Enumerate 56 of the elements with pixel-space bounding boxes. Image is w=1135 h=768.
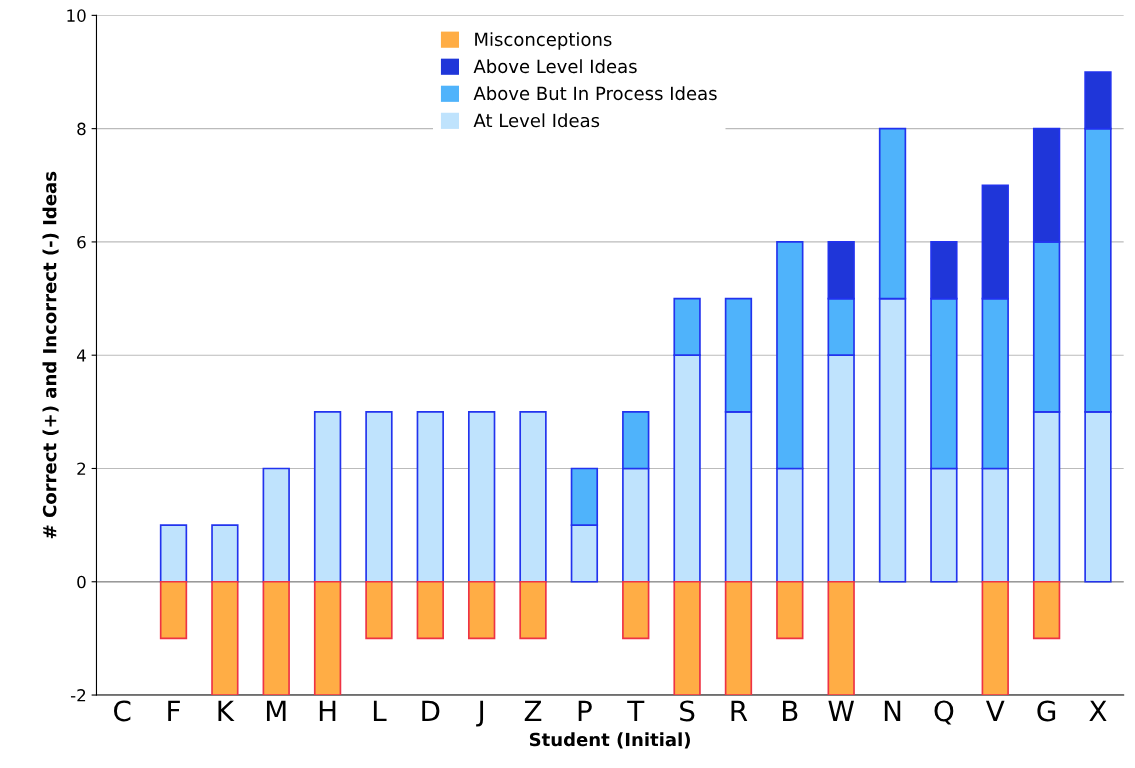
x-axis-title: Student (Initial)	[529, 732, 690, 749]
x-tick-label: Q	[934, 700, 954, 725]
bar	[365, 580, 393, 640]
y-tick-label: -2	[70, 689, 86, 702]
bar	[313, 580, 342, 696]
x-tick-label: H	[319, 700, 336, 722]
x-tick-label: K	[218, 700, 235, 722]
x-tick-label: J	[476, 700, 484, 727]
bar	[416, 411, 444, 583]
bar	[211, 580, 239, 696]
x-tick-label: R	[731, 700, 748, 722]
x-tick-label: D	[422, 700, 440, 722]
bar	[159, 580, 188, 640]
bar	[365, 411, 393, 583]
x-tick-label: B	[783, 700, 798, 722]
bar	[262, 467, 290, 583]
x-tick-label: Z	[524, 700, 542, 722]
x-tick-label: N	[884, 700, 901, 722]
bar	[313, 411, 342, 583]
x-tick-label: V	[985, 700, 1005, 722]
y-tick-label: 8	[77, 122, 86, 136]
y-tick-label: 10	[67, 9, 86, 22]
bar	[416, 580, 444, 640]
bar	[724, 580, 753, 696]
bar	[673, 580, 701, 696]
y-tick-label: 4	[76, 349, 86, 362]
bar	[622, 580, 650, 640]
y-axis-title: # Correct (+) and Incorrect (-) Ideas	[42, 171, 59, 539]
bar	[159, 524, 188, 583]
bar	[211, 524, 239, 583]
bar	[519, 580, 547, 640]
y-tick-label: 6	[77, 235, 86, 249]
legend-label: Above But In Process Ideas	[473, 86, 717, 101]
x-tick-label: C	[114, 700, 131, 722]
x-tick-label: W	[828, 700, 854, 722]
x-tick-label: T	[627, 700, 645, 722]
x-tick-label: G	[1037, 700, 1056, 722]
bar	[262, 580, 290, 696]
bar	[1032, 580, 1061, 640]
y-tick-label: 2	[77, 462, 86, 475]
bar	[981, 580, 1009, 696]
legend-label: Above Level Ideas	[473, 59, 637, 74]
x-tick-label: L	[373, 700, 387, 722]
x-tick-label: F	[168, 700, 180, 722]
legend-label: At Level Ideas	[473, 113, 600, 128]
x-tick-label: P	[578, 700, 592, 722]
legend-label: Misconceptions	[475, 32, 612, 50]
bar	[467, 411, 496, 583]
x-tick-label: M	[266, 700, 286, 722]
bar	[467, 580, 496, 640]
x-tick-label: X	[1089, 700, 1107, 722]
bar	[827, 580, 855, 696]
x-tick-label: S	[680, 700, 695, 722]
bar	[519, 411, 547, 583]
bar	[776, 580, 804, 640]
y-tick-label: 0	[77, 575, 86, 589]
